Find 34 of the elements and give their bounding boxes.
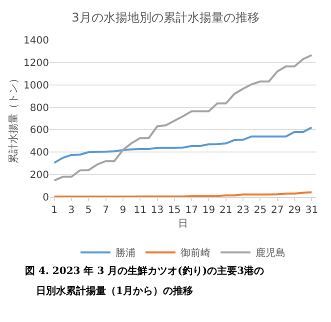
x-tick-label: 15	[168, 205, 181, 216]
x-tick-label: 21	[220, 205, 232, 216]
y-tick-label: 600	[30, 125, 49, 136]
x-tick-label: 9	[120, 205, 126, 216]
legend-label: 御前崎	[180, 247, 210, 260]
chart-title: 3月の水揚地別の累計水揚量の推移	[72, 10, 260, 24]
x-tick-label: 27	[271, 205, 284, 216]
y-tick-label: 800	[30, 102, 49, 114]
x-tick-label: 17	[185, 205, 198, 216]
x-axis-title: 日	[178, 218, 188, 230]
x-tick-label: 7	[102, 205, 109, 216]
text: 日別水累計揚量（1月から）の推移	[36, 285, 193, 297]
x-tick-label: 5	[85, 205, 92, 216]
legend-label: 鹿児島	[256, 247, 286, 260]
y-axis-title: 累計水揚量（トン）	[8, 74, 20, 164]
y-tick-label: 0	[42, 192, 49, 204]
x-tick-label: 29	[288, 205, 301, 216]
line-series	[53, 54, 313, 182]
line-series	[53, 126, 313, 164]
y-tick-label: 400	[30, 148, 49, 159]
x-tick-label: 11	[134, 205, 146, 216]
x-tick-label: 1	[51, 205, 58, 216]
x-tick-label: 23	[236, 205, 250, 216]
y-tick-label: 1400	[24, 36, 49, 46]
y-tick-label: 200	[30, 170, 49, 182]
x-tick-label: 25	[254, 205, 267, 216]
y-tick-label: 1200	[24, 58, 49, 69]
x-tick-label: 3	[68, 205, 75, 216]
y-tick-label: 1000	[24, 80, 49, 92]
x-tick-label: 13	[150, 205, 164, 216]
x-tick-label: 19	[202, 205, 216, 216]
x-tick-label: 31	[305, 205, 318, 216]
legend-label: 勝浦	[116, 247, 136, 260]
caption: 図 4. 2023 年 3 月の生鮮カツオ(釣り)の主要3港の	[25, 265, 264, 277]
